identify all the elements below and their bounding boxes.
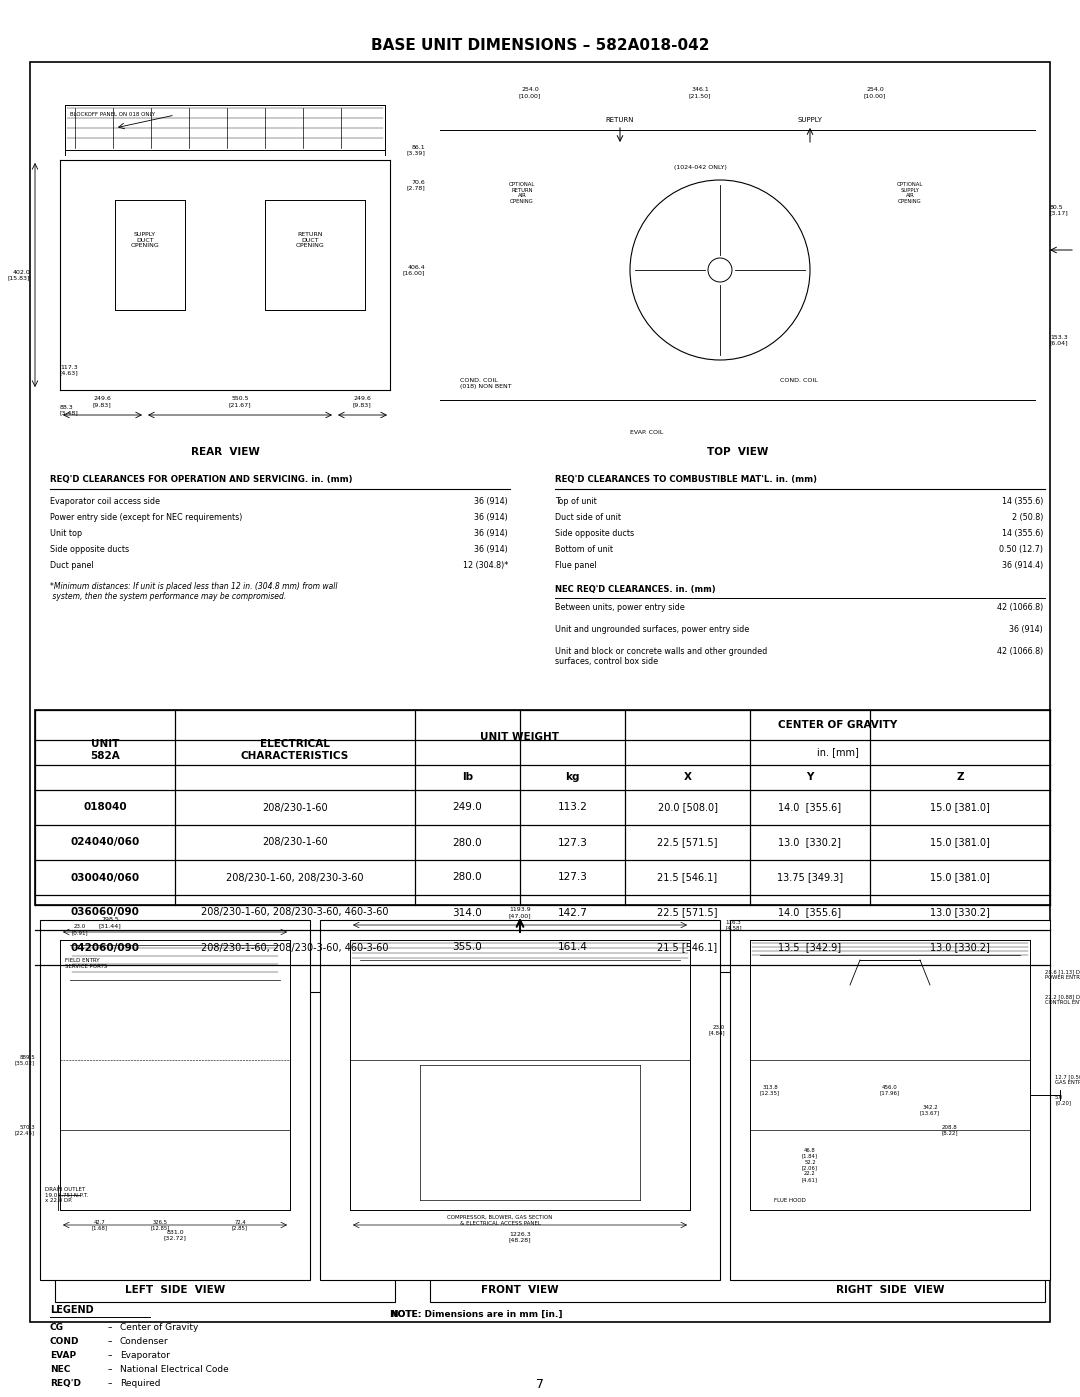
Text: NOTE:: NOTE: [390, 1310, 421, 1319]
Text: 249.6
[9.83]: 249.6 [9.83] [353, 397, 372, 407]
Text: Side opposite ducts: Side opposite ducts [555, 529, 634, 538]
Text: Condenser: Condenser [120, 1337, 168, 1345]
Text: FLUE HOOD: FLUE HOOD [774, 1197, 806, 1203]
Text: NOTE: Dimensions are in mm [in.]: NOTE: Dimensions are in mm [in.] [390, 1310, 563, 1319]
Text: 13.0  [330.2]: 13.0 [330.2] [779, 837, 841, 848]
Bar [730, 921, 1050, 1280]
Text: 72.4
[2.85]: 72.4 [2.85] [232, 1220, 248, 1231]
Text: 570.3
[22.45]: 570.3 [22.45] [15, 1125, 35, 1136]
Text: 113.2: 113.2 [557, 802, 588, 813]
Text: FRONT  VIEW: FRONT VIEW [482, 1285, 558, 1295]
Text: RIGHT  SIDE  VIEW: RIGHT SIDE VIEW [836, 1285, 944, 1295]
Text: 23.0
[4.84]: 23.0 [4.84] [708, 1024, 725, 1035]
Text: 46.8
[1.84]
52.2
[2.06]
22.2
[4.61]: 46.8 [1.84] 52.2 [2.06] 22.2 [4.61] [802, 1148, 818, 1182]
Text: 249.6
[9.83]: 249.6 [9.83] [93, 397, 111, 407]
Text: lb: lb [462, 773, 473, 782]
Text: 406.4
[16.00]: 406.4 [16.00] [403, 264, 426, 275]
Text: 831.0
[32.72]: 831.0 [32.72] [163, 1229, 187, 1241]
Text: Z: Z [956, 773, 963, 782]
Text: COND: COND [50, 1337, 80, 1345]
Bar [35, 710, 1050, 905]
Bar [55, 992, 395, 1302]
Text: Duct side of unit: Duct side of unit [555, 513, 621, 522]
Text: 36 (914): 36 (914) [474, 513, 508, 522]
Text: CENTER OF GRAVITY: CENTER OF GRAVITY [778, 719, 897, 731]
Bar [320, 921, 720, 1280]
Text: –: – [108, 1379, 112, 1389]
Text: 208/230-1-60, 208/230-3-60, 460-3-60: 208/230-1-60, 208/230-3-60, 460-3-60 [201, 943, 389, 953]
Text: 42 (1066.8): 42 (1066.8) [997, 604, 1043, 612]
Text: 036060/090: 036060/090 [70, 908, 139, 918]
Text: 208/230-1-60: 208/230-1-60 [262, 802, 328, 813]
Text: 355.0: 355.0 [453, 943, 483, 953]
Text: 36 (914.4): 36 (914.4) [1002, 562, 1043, 570]
Text: 346.1
[21.50]: 346.1 [21.50] [689, 87, 712, 98]
Text: Evaporator: Evaporator [120, 1351, 170, 1361]
Text: 254.0
[10.00]: 254.0 [10.00] [518, 87, 541, 98]
Text: X: X [684, 773, 691, 782]
Bar [40, 921, 310, 1280]
Text: 22.2 [0.88] DIA. HOLE
CONTROL ENTRY: 22.2 [0.88] DIA. HOLE CONTROL ENTRY [1045, 995, 1080, 1006]
Text: Top of unit: Top of unit [555, 497, 597, 506]
Text: TOP  VIEW: TOP VIEW [706, 447, 768, 457]
Text: Between units, power entry side: Between units, power entry side [555, 604, 685, 612]
Text: 80.5
[3.17]: 80.5 [3.17] [1050, 204, 1069, 215]
Text: 14 (355.6): 14 (355.6) [1001, 529, 1043, 538]
Text: 0.50 (12.7): 0.50 (12.7) [999, 545, 1043, 555]
Text: 15.0 [381.0]: 15.0 [381.0] [930, 837, 990, 848]
Text: *Minimum distances: If unit is placed less than 12 in. (304.8 mm) from wall
 sys: *Minimum distances: If unit is placed le… [50, 583, 337, 601]
Text: National Electrical Code: National Electrical Code [120, 1365, 229, 1375]
Text: 2 (50.8): 2 (50.8) [1012, 513, 1043, 522]
Text: –: – [108, 1337, 112, 1345]
Text: 36 (914): 36 (914) [474, 497, 508, 506]
Text: 208/230-1-60: 208/230-1-60 [262, 837, 328, 848]
Text: 22.5 [571.5]: 22.5 [571.5] [658, 837, 718, 848]
Text: 13.0 [330.2]: 13.0 [330.2] [930, 943, 990, 953]
Text: 21.5 [546.1]: 21.5 [546.1] [658, 943, 717, 953]
Bar [430, 972, 1045, 1302]
Text: 030040/060: 030040/060 [70, 873, 139, 883]
Text: Flue panel: Flue panel [555, 562, 596, 570]
Text: 116.3
[4.58]: 116.3 [4.58] [725, 919, 742, 930]
Text: UNIT WEIGHT: UNIT WEIGHT [481, 732, 559, 742]
Text: 249.0: 249.0 [453, 802, 483, 813]
Text: Center of Gravity: Center of Gravity [120, 1323, 199, 1331]
Text: 22.5 [571.5]: 22.5 [571.5] [658, 908, 718, 918]
Text: 13.0 [330.2]: 13.0 [330.2] [930, 908, 990, 918]
Text: Y: Y [807, 773, 813, 782]
Text: COND. COIL: COND. COIL [780, 379, 818, 383]
Text: Power entry side (except for NEC requirements): Power entry side (except for NEC require… [50, 513, 242, 522]
Text: 88.3
[3.48]: 88.3 [3.48] [60, 405, 79, 416]
Text: 550.5
[21.67]: 550.5 [21.67] [229, 397, 252, 407]
Text: 280.0: 280.0 [453, 873, 483, 883]
Text: Bottom of unit: Bottom of unit [555, 545, 613, 555]
Text: BLOCKOFF PANEL ON 018 ONLY: BLOCKOFF PANEL ON 018 ONLY [70, 113, 156, 117]
Text: 13.5  [342.9]: 13.5 [342.9] [779, 943, 841, 953]
Text: 86.1
[3.39]: 86.1 [3.39] [406, 145, 426, 155]
Text: COND. COIL
(018) NON BENT: COND. COIL (018) NON BENT [460, 379, 512, 388]
Text: CG: CG [50, 1323, 64, 1331]
Text: LEFT  SIDE  VIEW: LEFT SIDE VIEW [125, 1285, 225, 1295]
Text: 36 (914): 36 (914) [474, 529, 508, 538]
Text: SUPPLY: SUPPLY [797, 117, 823, 123]
Text: 15.0 [381.0]: 15.0 [381.0] [930, 873, 990, 883]
Text: 018040: 018040 [83, 802, 126, 813]
Text: 142.7: 142.7 [557, 908, 588, 918]
Text: 21.5 [546.1]: 21.5 [546.1] [658, 873, 717, 883]
Text: 456.0
[17.96]: 456.0 [17.96] [880, 1084, 900, 1095]
Text: 208/230-1-60, 208/230-3-60: 208/230-1-60, 208/230-3-60 [226, 873, 364, 883]
Text: Unit top: Unit top [50, 529, 82, 538]
Text: 117.3
[4.63]: 117.3 [4.63] [60, 365, 79, 376]
Text: 326.5
[12.85]: 326.5 [12.85] [150, 1220, 170, 1231]
Text: DRAIN OUTLET
19.0 [.75] N.P.T.
x 22.0 DP.: DRAIN OUTLET 19.0 [.75] N.P.T. x 22.0 DP… [45, 1186, 89, 1203]
Text: 12.7 [0.50] N.P.T.
GAS ENTRY: 12.7 [0.50] N.P.T. GAS ENTRY [1055, 1074, 1080, 1085]
Text: 889.5
[35.02]: 889.5 [35.02] [15, 1055, 35, 1066]
Text: 70.6
[2.78]: 70.6 [2.78] [406, 180, 426, 190]
Text: RETURN: RETURN [606, 117, 634, 123]
Text: 208.8
[8.22]: 208.8 [8.22] [942, 1125, 958, 1136]
Text: 313.8
[12.35]: 313.8 [12.35] [760, 1084, 780, 1095]
Text: 127.3: 127.3 [557, 837, 588, 848]
Text: NEC REQ'D CLEARANCES. in. (mm): NEC REQ'D CLEARANCES. in. (mm) [555, 585, 716, 594]
Text: REAR  VIEW: REAR VIEW [190, 447, 259, 457]
Text: UNIT
582A: UNIT 582A [90, 739, 120, 761]
